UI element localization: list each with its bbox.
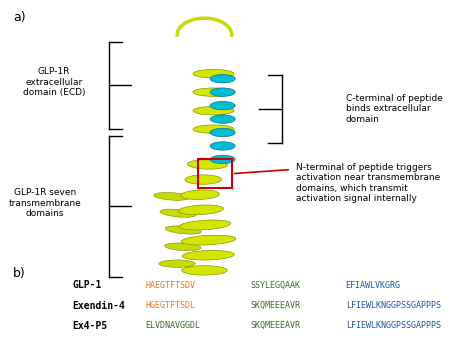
Ellipse shape (188, 160, 228, 169)
Ellipse shape (181, 190, 219, 199)
Text: GLP-1R
extracellular
domain (ECD): GLP-1R extracellular domain (ECD) (23, 67, 85, 97)
Text: HGEGTFTSDL: HGEGTFTSDL (145, 301, 195, 310)
Ellipse shape (179, 220, 231, 230)
Ellipse shape (210, 75, 235, 83)
Ellipse shape (210, 88, 235, 96)
Text: Ex4-P5: Ex4-P5 (72, 321, 108, 331)
Ellipse shape (182, 251, 234, 260)
Ellipse shape (210, 142, 235, 150)
Text: ELVDNAVGGDL: ELVDNAVGGDL (145, 321, 200, 330)
Text: SKQMEEEAVR: SKQMEEEAVR (250, 301, 300, 310)
Text: SSYLEGQAAK: SSYLEGQAAK (250, 281, 300, 290)
Ellipse shape (210, 155, 235, 164)
Ellipse shape (210, 128, 235, 137)
Text: LFIEWLKNGGPSSGAPPPS: LFIEWLKNGGPSSGAPPPS (346, 321, 441, 330)
Ellipse shape (160, 209, 196, 217)
Ellipse shape (179, 205, 223, 215)
Ellipse shape (154, 193, 190, 200)
Text: N-terminal of peptide triggers
activation near transmembrane
domains, which tran: N-terminal of peptide triggers activatio… (296, 163, 440, 203)
Text: GLP-1R seven
transmembrane
domains: GLP-1R seven transmembrane domains (9, 188, 81, 218)
Bar (198, 159, 232, 188)
Ellipse shape (193, 106, 234, 115)
Ellipse shape (193, 88, 234, 96)
Ellipse shape (164, 243, 201, 251)
Ellipse shape (210, 115, 235, 123)
Text: GLP-1: GLP-1 (72, 280, 101, 291)
Text: b): b) (13, 267, 26, 280)
Text: EFIAWLVKGRG: EFIAWLVKGRG (346, 281, 401, 290)
Ellipse shape (193, 125, 234, 133)
Ellipse shape (210, 101, 235, 110)
Text: C-terminal of peptide
binds extracellular
domain: C-terminal of peptide binds extracellula… (346, 94, 443, 124)
Text: SKQMEEEAVR: SKQMEEEAVR (250, 321, 300, 330)
Text: Exendin-4: Exendin-4 (72, 301, 125, 311)
Text: HAEGTFTSDV: HAEGTFTSDV (145, 281, 195, 290)
Text: LFIEWLKNGGPSSGAPPPS: LFIEWLKNGGPSSGAPPPS (346, 301, 441, 310)
Ellipse shape (181, 235, 236, 245)
Ellipse shape (159, 260, 195, 267)
Ellipse shape (193, 69, 234, 78)
Ellipse shape (182, 266, 227, 275)
Ellipse shape (185, 175, 221, 184)
Text: a): a) (13, 12, 26, 24)
Ellipse shape (165, 226, 201, 234)
